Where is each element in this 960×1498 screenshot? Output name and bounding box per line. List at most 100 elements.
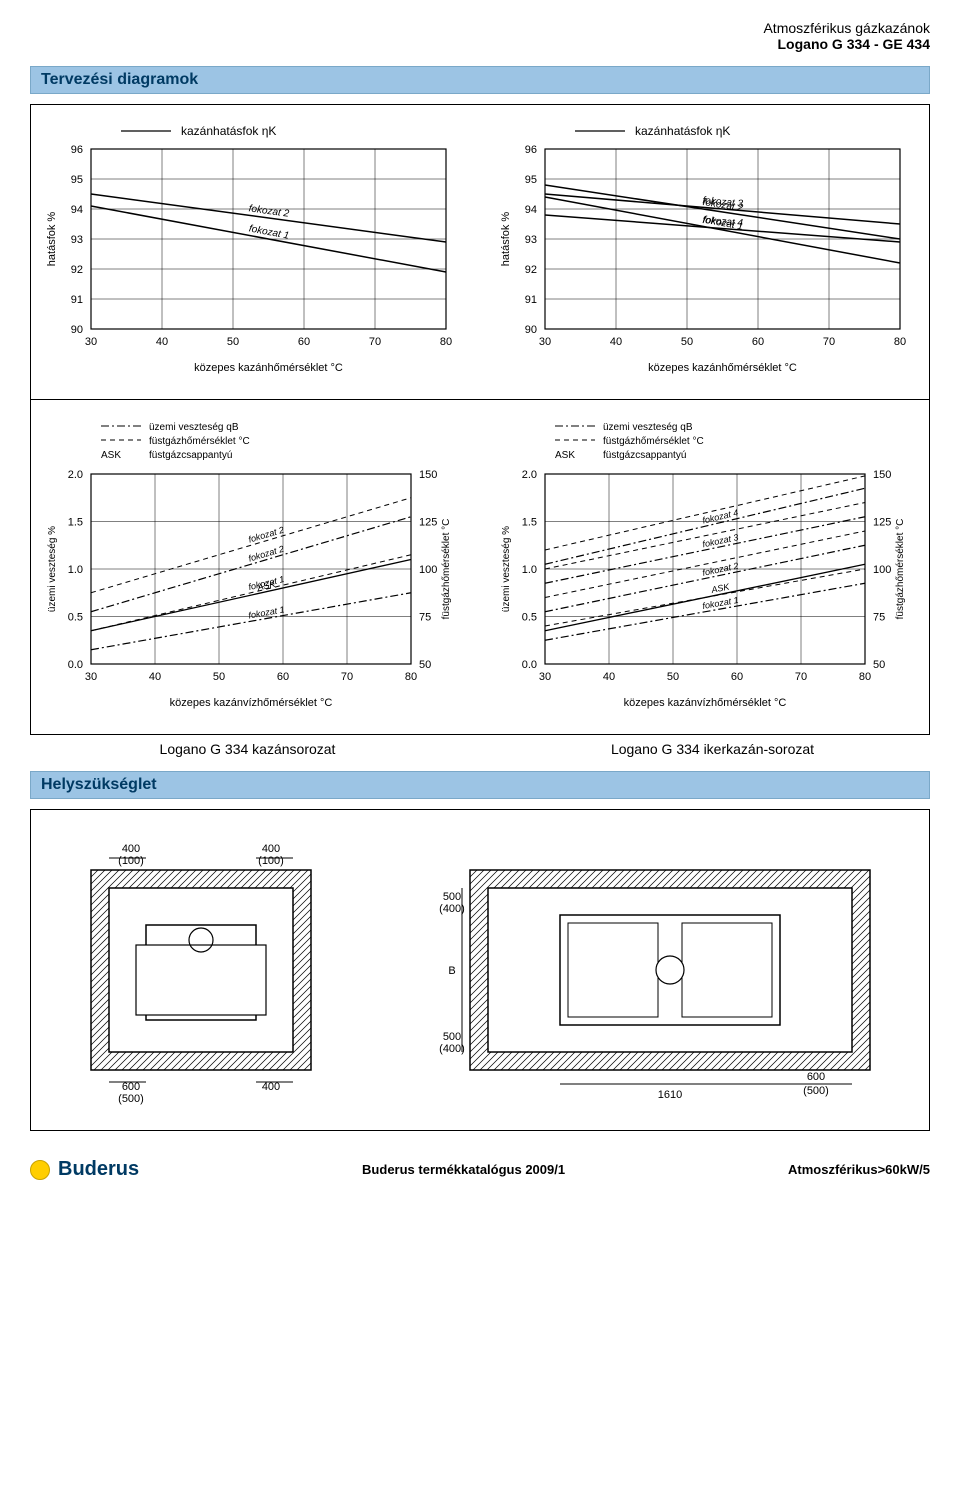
brand-dot-icon [30, 1160, 50, 1180]
eff-chart-left-svg: kazánhatásfok ηK304050607080909192939495… [41, 119, 461, 379]
svg-text:60: 60 [277, 671, 289, 683]
svg-text:92: 92 [71, 264, 83, 276]
svg-text:40: 40 [610, 336, 622, 348]
svg-text:75: 75 [419, 612, 431, 624]
svg-text:kazánhatásfok ηK: kazánhatásfok ηK [635, 124, 730, 138]
svg-text:füstgázhőmérséklet °C: füstgázhőmérséklet °C [603, 436, 704, 447]
svg-text:40: 40 [149, 671, 161, 683]
loss-charts-row: üzemi veszteség qB füstgázhőmérséklet °C A… [30, 400, 930, 735]
svg-text:1610: 1610 [657, 1089, 681, 1101]
header-line1: Atmoszférikus gázkazánok [30, 20, 930, 36]
svg-text:70: 70 [341, 671, 353, 683]
svg-text:közepes kazánvízhőmérséklet °C: közepes kazánvízhőmérséklet °C [624, 697, 787, 709]
svg-text:80: 80 [440, 336, 452, 348]
svg-text:90: 90 [525, 324, 537, 336]
svg-text:fokozat 2: fokozat 2 [247, 544, 285, 564]
loss-chart-right-svg: üzemi veszteség qBfüstgázhőmérséklet °CA… [495, 414, 915, 714]
svg-text:70: 70 [823, 336, 835, 348]
eff-chart-right: kazánhatásfok ηK304050607080909192939495… [495, 119, 919, 379]
caption-right: Logano G 334 ikerkazán-sorozat [495, 741, 930, 757]
svg-text:közepes kazánhőmérséklet °C: közepes kazánhőmérséklet °C [194, 362, 343, 374]
svg-text:50: 50 [873, 659, 885, 671]
svg-text:500: 500 [442, 1031, 460, 1043]
section-space: Helyszükséglet [30, 771, 930, 799]
svg-text:2.0: 2.0 [68, 469, 83, 481]
svg-text:füstgázcsappantyú: füstgázcsappantyú [603, 450, 686, 461]
svg-text:füstgázhőmérséklet °C: füstgázhőmérséklet °C [895, 519, 906, 620]
loss-chart-right: üzemi veszteség qBfüstgázhőmérséklet °CA… [495, 414, 919, 714]
eff-chart-right-svg: kazánhatásfok ηK304050607080909192939495… [495, 119, 915, 379]
svg-text:ASK: ASK [101, 450, 121, 461]
svg-text:70: 70 [795, 671, 807, 683]
header-line2: Logano G 334 - GE 434 [30, 36, 930, 52]
svg-text:üzemi veszteség qB: üzemi veszteség qB [149, 422, 239, 433]
svg-text:30: 30 [539, 671, 551, 683]
svg-text:93: 93 [71, 234, 83, 246]
loss-chart-left: üzemi veszteség qB füstgázhőmérséklet °C A… [41, 414, 465, 714]
svg-text:0.0: 0.0 [68, 659, 83, 671]
svg-text:80: 80 [859, 671, 871, 683]
svg-text:40: 40 [156, 336, 168, 348]
svg-text:fokozat 2: fokozat 2 [248, 203, 290, 219]
svg-text:150: 150 [873, 469, 891, 481]
svg-text:92: 92 [525, 264, 537, 276]
svg-text:400: 400 [121, 843, 139, 855]
svg-text:közepes kazánvízhőmérséklet °C: közepes kazánvízhőmérséklet °C [170, 697, 333, 709]
svg-text:600: 600 [806, 1071, 824, 1083]
svg-text:500: 500 [442, 891, 460, 903]
svg-text:üzemi veszteség %: üzemi veszteség % [47, 526, 58, 612]
svg-text:füstgázcsappantyú: füstgázcsappantyú [149, 450, 232, 461]
footer-right: Atmoszférikus>60kW/5 [788, 1162, 930, 1177]
svg-text:(500): (500) [118, 1093, 144, 1105]
svg-text:2.0: 2.0 [522, 469, 537, 481]
svg-text:1.0: 1.0 [522, 564, 537, 576]
svg-text:40: 40 [603, 671, 615, 683]
svg-text:125: 125 [873, 517, 891, 529]
svg-text:100: 100 [873, 564, 891, 576]
svg-text:1.0: 1.0 [68, 564, 83, 576]
svg-text:0.5: 0.5 [522, 612, 537, 624]
svg-text:hatásfok %: hatásfok % [500, 212, 512, 267]
svg-text:50: 50 [213, 671, 225, 683]
svg-text:60: 60 [731, 671, 743, 683]
plan-right-svg: 500(400)B500(400)1610600(500) [410, 830, 910, 1110]
svg-text:üzemi veszteség %: üzemi veszteség % [501, 526, 512, 612]
eff-chart-left: kazánhatásfok ηK304050607080909192939495… [41, 119, 465, 379]
doc-header: Atmoszférikus gázkazánok Logano G 334 - … [30, 20, 930, 52]
section-diagrams: Tervezési diagramok [30, 66, 930, 94]
svg-text:60: 60 [752, 336, 764, 348]
plan-left-svg: 400(100)400(100)600(500)400 [51, 830, 351, 1110]
svg-text:93: 93 [525, 234, 537, 246]
svg-text:94: 94 [525, 204, 537, 216]
svg-text:91: 91 [525, 294, 537, 306]
loss-chart-left-svg: üzemi veszteség qB füstgázhőmérséklet °C A… [41, 414, 461, 714]
caption-left: Logano G 334 kazánsorozat [30, 741, 465, 757]
svg-text:0.5: 0.5 [68, 612, 83, 624]
svg-text:400: 400 [261, 1081, 279, 1093]
svg-text:96: 96 [525, 144, 537, 156]
svg-text:füstgázhőmérséklet °C: füstgázhőmérséklet °C [441, 519, 452, 620]
svg-text:fokozat 2: fokozat 2 [247, 525, 285, 545]
svg-text:95: 95 [71, 174, 83, 186]
svg-text:80: 80 [405, 671, 417, 683]
svg-text:30: 30 [85, 671, 97, 683]
page: Atmoszférikus gázkazánok Logano G 334 - … [0, 0, 960, 1191]
svg-text:400: 400 [261, 843, 279, 855]
efficiency-charts-row: kazánhatásfok ηK 30 40 50 60 70 80 90 91 92 93 94 95… [30, 104, 930, 400]
svg-text:(500): (500) [803, 1085, 829, 1097]
svg-text:50: 50 [227, 336, 239, 348]
svg-text:600: 600 [121, 1081, 139, 1093]
svg-text:90: 90 [71, 324, 83, 336]
svg-text:30: 30 [539, 336, 551, 348]
svg-text:0.0: 0.0 [522, 659, 537, 671]
footer-center: Buderus termékkatalógus 2009/1 [362, 1162, 565, 1177]
svg-text:1.5: 1.5 [522, 517, 537, 529]
svg-text:(100): (100) [258, 855, 284, 867]
svg-text:100: 100 [419, 564, 437, 576]
svg-text:(400): (400) [439, 1043, 465, 1055]
svg-text:70: 70 [369, 336, 381, 348]
svg-text:kazánhatásfok ηK: kazánhatásfok ηK [181, 124, 276, 138]
svg-text:150: 150 [419, 469, 437, 481]
svg-text:125: 125 [419, 517, 437, 529]
svg-text:hatásfok %: hatásfok % [46, 212, 58, 267]
